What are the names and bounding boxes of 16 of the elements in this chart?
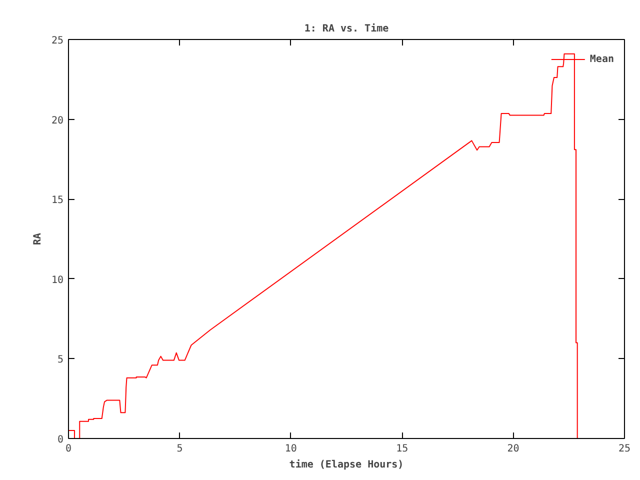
y-tick-label: 15 [51,195,64,206]
x-tick-label: 20 [507,444,520,454]
x-tick-label: 5 [176,444,183,454]
y-tick-label: 25 [51,36,64,46]
y-tick-label: 0 [57,434,64,446]
y-tick-label: 20 [51,115,64,126]
y-tick-label: 10 [51,274,64,286]
x-tick-label: 25 [618,444,631,454]
x-tick-label: 10 [284,444,297,454]
y-axis-title: RA [32,232,44,246]
legend-label: Mean [590,54,614,64]
y-tick-label: 5 [57,354,64,366]
x-axis-title: time (Elapse Hours) [289,458,404,470]
x-tick-label: 15 [396,444,408,454]
chart-title: 1: RA vs. Time [304,22,389,34]
x-tick-label: 0 [65,444,72,454]
